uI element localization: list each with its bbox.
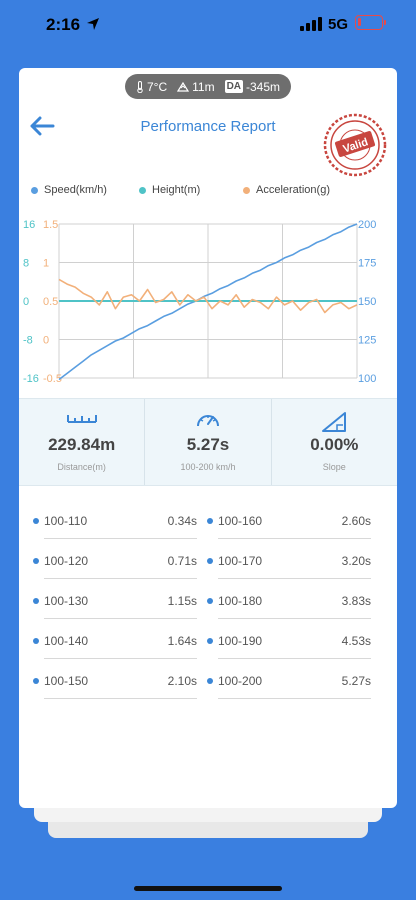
legend-item-speed: Speed(km/h) [31,184,107,196]
status-time: 2:16 [46,15,81,34]
valid-stamp: Valid [323,113,387,177]
bullet-icon [33,598,39,604]
list-item: 100-150 2.10s 100-200 5.27s [31,672,387,712]
thermometer-icon [137,80,143,93]
split-time: 100-110 0.34s [31,512,197,552]
acceleration-axis-tick: 1.5 [43,219,58,231]
speed-axis-tick: 175 [358,258,376,270]
list-item: 100-120 0.71s 100-170 3.20s [31,552,387,592]
status-bar: 2:16 5G [0,0,416,50]
acceleration-axis-tick: 0 [43,335,49,347]
speed-axis-tick: 200 [358,219,376,231]
height-axis-tick: 8 [23,258,29,270]
split-time: 100-170 3.20s [205,552,371,592]
stat-slope: 0.00% Slope [272,399,397,485]
legend-swatch [243,186,250,194]
acceleration-axis-tick: 0.5 [43,296,58,308]
stat-distance: 229.84m Distance(m) [19,399,146,485]
performance-chart: 16 8 0 -8 -16 1.5 1 0.5 0 -0.5 200 175 150 125 100 [23,219,376,385]
legend-item-height: Height(m) [139,184,200,196]
bullet-icon [207,598,213,604]
temperature-readout: 7°C [136,80,167,94]
stat-label: Slope [322,462,346,472]
split-time: 100-120 0.71s [31,552,197,592]
list-item: 100-130 1.15s 100-180 3.83s [31,592,387,632]
stat-value: 5.27s [186,435,230,454]
legend-item-acceleration: Acceleration(g) [243,184,330,196]
series-line-acceleration_left [58,278,358,314]
location-arrow-icon [87,18,99,30]
split-time: 100-130 1.15s [31,592,197,632]
stat-label: 100-200 km/h [180,462,236,472]
bullet-icon [207,518,213,524]
acceleration-axis-tick: 1 [43,258,49,270]
stat-value: 229.84m [48,435,116,454]
bullet-icon [33,558,39,564]
split-time: 100-190 4.53s [205,632,371,672]
bullet-icon [207,678,213,684]
bullet-icon [33,518,39,524]
height-axis-tick: -16 [23,373,39,385]
bullet-icon [33,638,39,644]
speed-axis-tick: 100 [358,373,376,385]
bullet-icon [207,558,213,564]
speed-axis-tick: 125 [358,335,376,347]
altitude-readout: 11m [177,80,215,94]
stat-label: Distance(m) [57,462,106,472]
bullet-icon [33,678,39,684]
height-axis-tick: 0 [23,296,29,308]
speed-axis-tick: 150 [358,296,376,308]
performance-report-card: 7°C 11m DA -345m Performance Report Vali… [19,68,397,808]
chart-legend: Speed(km/h) Height(m) Acceleration(g) [31,184,391,200]
list-item: 100-110 0.34s 100-160 2.60s [31,512,387,552]
height-axis-tick: 16 [23,219,35,231]
split-time: 100-140 1.64s [31,632,197,672]
back-arrow-icon[interactable] [29,115,55,137]
split-time: 100-160 2.60s [205,512,371,552]
height-axis-tick: -8 [23,335,33,347]
split-time: 100-180 3.83s [205,592,371,632]
cellular-signal-icon [300,17,322,31]
stats-panel: 229.84m Distance(m) 5.27s 100-200 km/h 0… [19,398,397,486]
series-line-speed_right [58,223,358,381]
list-item: 100-140 1.64s 100-190 4.53s [31,632,387,672]
ruler-icon [66,415,97,423]
legend-swatch [139,186,146,194]
da-badge: DA [224,80,244,93]
conditions-pill: 7°C 11m DA -345m [125,74,291,99]
density-altitude-readout: DA -345m [224,79,281,94]
acceleration-axis-tick: -0.5 [43,373,62,385]
split-times-list: 100-110 0.34s 100-160 2.60s 100-120 0.71s 1… [31,512,387,712]
legend-swatch [31,186,38,194]
stat-time: 5.27s 100-200 km/h [145,399,272,485]
slope-icon [322,412,347,432]
home-indicator[interactable] [134,886,282,891]
page-title: Performance Report [140,118,276,135]
split-time: 100-200 5.27s [205,672,371,712]
battery-icon [355,15,386,30]
mountain-icon [177,81,190,92]
stat-value: 0.00% [310,435,359,454]
split-time: 100-150 2.10s [31,672,197,712]
network-type: 5G [328,16,349,33]
speedometer-icon [196,415,219,427]
bullet-icon [207,638,213,644]
